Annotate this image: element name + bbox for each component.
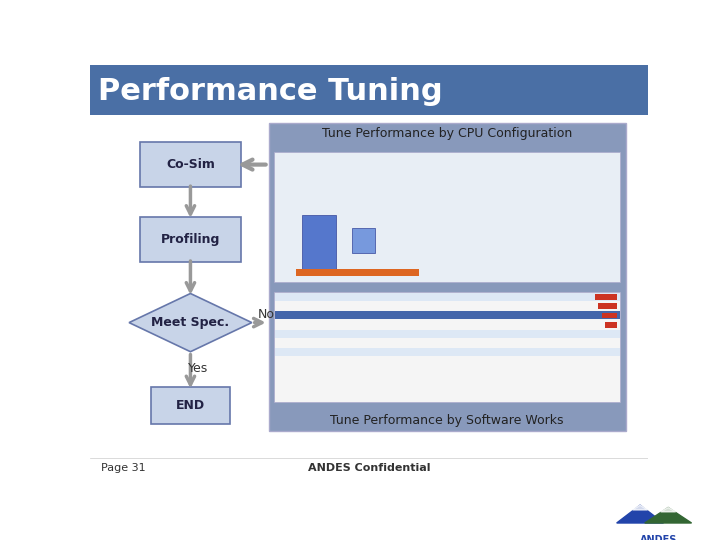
FancyBboxPatch shape: [275, 302, 619, 310]
Polygon shape: [129, 294, 252, 352]
FancyBboxPatch shape: [302, 215, 336, 269]
Polygon shape: [661, 508, 675, 512]
Text: Tune Performance by Software Works: Tune Performance by Software Works: [330, 414, 564, 427]
FancyBboxPatch shape: [595, 294, 617, 300]
Text: Co-Sim: Co-Sim: [166, 158, 215, 171]
FancyBboxPatch shape: [275, 329, 619, 338]
FancyBboxPatch shape: [151, 387, 230, 424]
FancyBboxPatch shape: [275, 312, 619, 319]
Text: ANDES Confidential: ANDES Confidential: [307, 463, 431, 473]
Polygon shape: [645, 508, 692, 523]
FancyBboxPatch shape: [274, 152, 620, 282]
Text: END: END: [176, 399, 205, 412]
FancyBboxPatch shape: [598, 303, 617, 309]
FancyBboxPatch shape: [275, 339, 619, 347]
FancyBboxPatch shape: [605, 322, 617, 328]
Text: Performance Tuning: Performance Tuning: [99, 77, 443, 106]
FancyBboxPatch shape: [90, 65, 648, 114]
FancyBboxPatch shape: [140, 217, 240, 262]
FancyBboxPatch shape: [269, 123, 626, 431]
FancyBboxPatch shape: [602, 313, 617, 319]
Polygon shape: [633, 505, 647, 510]
Text: Yes: Yes: [188, 362, 208, 375]
FancyBboxPatch shape: [275, 348, 619, 356]
Text: ANDES: ANDES: [640, 535, 678, 540]
FancyBboxPatch shape: [297, 269, 419, 275]
Text: Meet Spec.: Meet Spec.: [151, 316, 230, 329]
Text: Tune Performance by CPU Configuration: Tune Performance by CPU Configuration: [322, 127, 572, 140]
FancyBboxPatch shape: [275, 321, 619, 328]
FancyBboxPatch shape: [275, 293, 619, 301]
Text: Profiling: Profiling: [161, 233, 220, 246]
Polygon shape: [616, 505, 664, 523]
FancyBboxPatch shape: [352, 228, 374, 253]
FancyBboxPatch shape: [274, 292, 620, 402]
FancyBboxPatch shape: [140, 141, 240, 187]
Text: No: No: [258, 308, 274, 321]
Text: Page 31: Page 31: [101, 463, 145, 473]
